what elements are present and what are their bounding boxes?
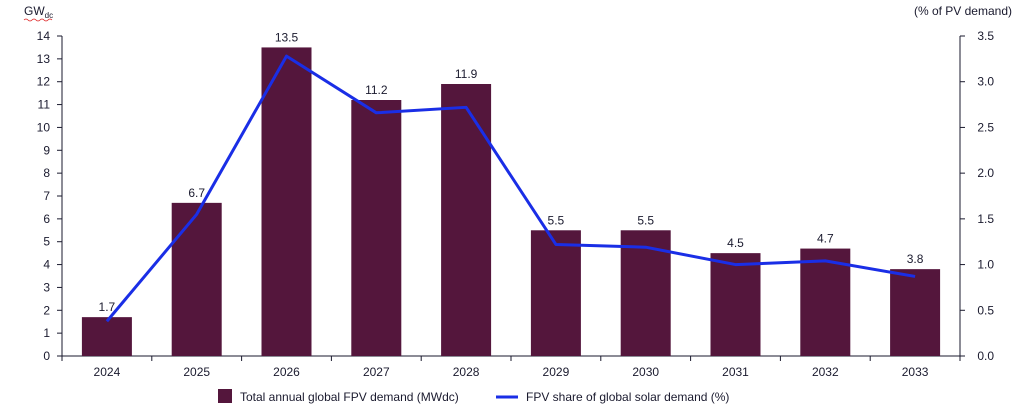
left-tick-label: 11 bbox=[38, 98, 51, 112]
right-axis-unit-label: (% of PV demand) bbox=[914, 4, 1012, 18]
bar bbox=[81, 317, 132, 356]
bar-data-label: 5.5 bbox=[637, 213, 654, 227]
x-tick-label: 2024 bbox=[94, 365, 121, 379]
bar bbox=[261, 47, 312, 357]
x-tick-label: 2027 bbox=[363, 365, 390, 379]
bar bbox=[800, 248, 851, 356]
right-tick-label: 3.5 bbox=[977, 29, 994, 43]
right-tick-label: 2.0 bbox=[977, 166, 994, 180]
x-tick-label: 2029 bbox=[543, 365, 570, 379]
legend-bar-label: Total annual global FPV demand (MWdc) bbox=[240, 390, 459, 404]
left-tick-label: 12 bbox=[37, 75, 51, 89]
bar bbox=[890, 269, 941, 356]
left-tick-label: 0 bbox=[43, 349, 50, 363]
bar-data-label: 5.5 bbox=[548, 213, 565, 227]
right-tick-label: 0.5 bbox=[977, 303, 994, 317]
bar-data-label: 4.7 bbox=[817, 232, 834, 246]
bar-data-label: 1.7 bbox=[99, 300, 116, 314]
left-tick-label: 14 bbox=[37, 29, 51, 43]
right-tick-label: 1.5 bbox=[977, 212, 994, 226]
bar bbox=[171, 202, 222, 356]
right-tick-label: 1.0 bbox=[977, 258, 994, 272]
left-tick-label: 7 bbox=[43, 189, 50, 203]
left-tick-label: 6 bbox=[43, 212, 50, 226]
right-tick-label: 2.5 bbox=[977, 120, 994, 134]
left-tick-label: 10 bbox=[37, 120, 51, 134]
left-tick-label: 3 bbox=[43, 280, 50, 294]
left-tick-label: 8 bbox=[43, 166, 50, 180]
x-tick-label: 2032 bbox=[812, 365, 839, 379]
x-tick-label: 2031 bbox=[722, 365, 749, 379]
x-tick-label: 2033 bbox=[902, 365, 929, 379]
spellcheck-underline bbox=[23, 18, 53, 22]
x-tick-label: 2028 bbox=[453, 365, 480, 379]
bar bbox=[441, 84, 492, 356]
legend-bar-swatch bbox=[218, 389, 232, 403]
left-tick-label: 5 bbox=[43, 235, 50, 249]
left-axis-unit-label: GWdc bbox=[24, 4, 53, 20]
x-tick-label: 2025 bbox=[183, 365, 210, 379]
left-tick-label: 9 bbox=[43, 143, 50, 157]
x-tick-label: 2026 bbox=[273, 365, 300, 379]
bar-data-label: 11.9 bbox=[455, 67, 478, 81]
share-line bbox=[105, 54, 916, 323]
right-tick-label: 3.0 bbox=[977, 75, 994, 89]
left-tick-label: 2 bbox=[43, 303, 50, 317]
legend-line-label: FPV share of global solar demand (%) bbox=[526, 390, 729, 404]
x-tick-label: 2030 bbox=[632, 365, 659, 379]
bar bbox=[351, 100, 402, 356]
bar-data-label: 11.2 bbox=[365, 83, 388, 97]
bar-data-label: 6.7 bbox=[188, 186, 205, 200]
bar bbox=[710, 253, 761, 356]
bar-data-label: 3.8 bbox=[907, 252, 924, 266]
bar-data-label: 4.5 bbox=[727, 236, 744, 250]
left-tick-label: 4 bbox=[43, 258, 50, 272]
bar-data-label: 13.5 bbox=[275, 30, 299, 44]
left-tick-label: 13 bbox=[37, 52, 51, 66]
left-tick-label: 1 bbox=[43, 326, 50, 340]
right-tick-label: 0.0 bbox=[977, 349, 994, 363]
bar bbox=[530, 230, 581, 356]
